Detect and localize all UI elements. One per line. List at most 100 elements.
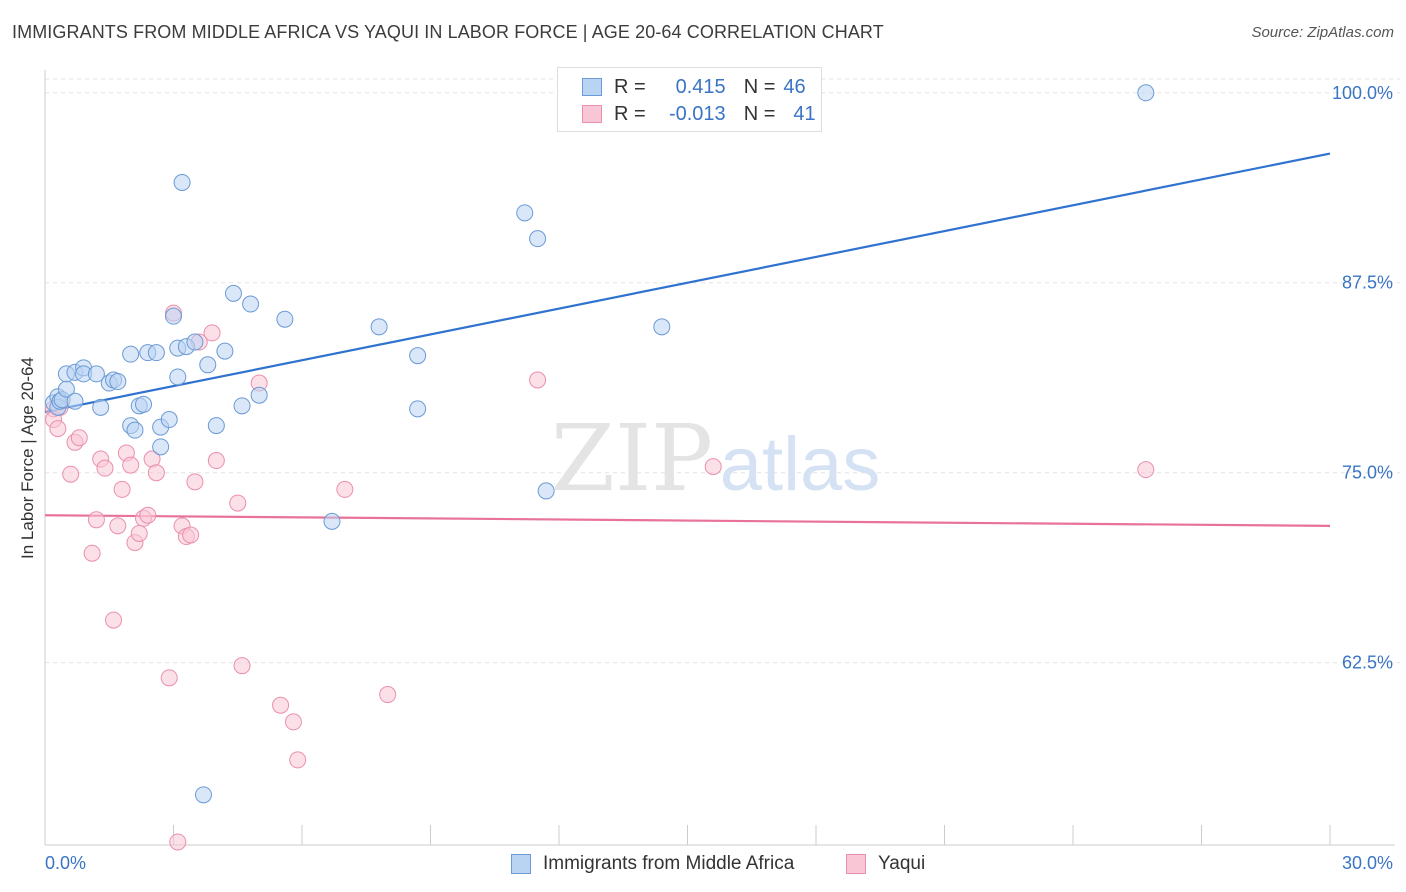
point-yaqui — [379, 686, 397, 704]
legend-n-label: N = — [743, 75, 776, 98]
point-yaqui — [169, 833, 187, 851]
point-middle-africa — [147, 344, 165, 362]
legend-item-middle-africa[interactable]: Immigrants from Middle Africa — [511, 853, 794, 875]
point-yaqui — [130, 524, 148, 542]
point-middle-africa — [109, 373, 127, 391]
legend-n-value: 41 — [793, 102, 816, 125]
point-middle-africa — [160, 411, 178, 429]
legend-series-name: Yaqui — [878, 853, 926, 874]
point-middle-africa — [409, 347, 427, 365]
y-tick-label: 62.5% — [1342, 653, 1393, 673]
point-yaqui — [160, 669, 178, 687]
legend-r-label: R = — [614, 102, 646, 125]
point-middle-africa — [87, 365, 105, 383]
point-yaqui — [207, 452, 225, 470]
point-yaqui — [83, 544, 101, 562]
x-tick-label: 30.0% — [1342, 853, 1393, 873]
legend-n-label: N = — [743, 102, 776, 125]
legend-row-pink: R = -0.013 N = 41 — [582, 101, 816, 127]
point-yaqui — [122, 456, 140, 474]
legend-series-name: Immigrants from Middle Africa — [543, 853, 795, 874]
point-middle-africa — [194, 786, 212, 804]
y-tick-label: 87.5% — [1342, 273, 1393, 293]
trend-lines — [44, 152, 1331, 527]
point-yaqui — [139, 506, 157, 524]
x-tick-label: 0.0% — [45, 853, 86, 873]
legend-swatch-pink — [582, 105, 602, 123]
y-tick-label: 100.0% — [1332, 83, 1393, 103]
point-middle-africa — [529, 230, 547, 248]
point-middle-africa — [370, 318, 388, 336]
watermark-zip: ZIP — [551, 405, 713, 512]
y-tick-label: 75.0% — [1342, 463, 1393, 483]
point-yaqui — [1137, 461, 1155, 479]
point-yaqui — [87, 511, 105, 529]
point-middle-africa — [516, 204, 534, 222]
point-yaqui — [704, 458, 722, 476]
point-middle-africa — [233, 397, 251, 415]
point-middle-africa — [276, 310, 294, 328]
chart-title: IMMIGRANTS FROM MIDDLE AFRICA VS YAQUI I… — [12, 22, 884, 42]
legend-n-value: 46 — [783, 75, 806, 98]
point-middle-africa — [224, 284, 242, 302]
point-yaqui — [182, 526, 200, 544]
point-yaqui — [113, 480, 131, 498]
legend-swatch-blue — [582, 78, 602, 96]
point-yaqui — [62, 465, 80, 483]
data-points — [45, 84, 1155, 851]
point-middle-africa — [199, 356, 217, 374]
point-yaqui — [96, 459, 114, 477]
point-yaqui — [233, 657, 251, 675]
point-middle-africa — [537, 482, 555, 500]
point-yaqui — [186, 473, 204, 491]
point-yaqui — [49, 420, 67, 438]
tick-labels: 62.5% 75.0% 87.5% 100.0% 0.0% 30.0% — [45, 83, 1393, 873]
point-yaqui — [272, 696, 290, 714]
point-middle-africa — [126, 421, 144, 439]
point-middle-africa — [186, 333, 204, 351]
point-middle-africa — [409, 400, 427, 418]
point-middle-africa — [169, 368, 187, 386]
legend-r-label: R = — [614, 75, 646, 98]
point-middle-africa — [653, 318, 671, 336]
legend-row-blue: R = 0.415 N = 46 — [582, 74, 806, 100]
watermark: ZIP atlas — [551, 405, 880, 512]
grid-lines — [45, 78, 1400, 664]
legend-r-value: -0.013 — [668, 102, 726, 125]
watermark-atlas: atlas — [720, 422, 881, 507]
axes — [44, 70, 1395, 846]
point-middle-africa — [207, 417, 225, 435]
point-middle-africa — [152, 438, 170, 456]
point-yaqui — [284, 713, 302, 731]
point-middle-africa — [242, 295, 260, 313]
point-middle-africa — [122, 345, 140, 363]
legend-item-yaqui[interactable]: Yaqui — [846, 853, 925, 875]
point-middle-africa — [250, 386, 268, 404]
point-middle-africa — [66, 392, 84, 410]
point-yaqui — [109, 517, 127, 535]
point-middle-africa — [135, 395, 153, 413]
point-yaqui — [70, 429, 88, 447]
point-yaqui — [289, 751, 307, 769]
point-middle-africa — [173, 173, 191, 191]
legend-r-value: 0.415 — [675, 75, 726, 98]
point-yaqui — [229, 494, 247, 512]
point-yaqui — [336, 480, 354, 498]
trend-line-yaqui — [44, 514, 1331, 527]
point-middle-africa — [323, 512, 341, 530]
point-yaqui — [105, 611, 123, 629]
point-yaqui — [529, 371, 547, 389]
legend-swatch-blue — [511, 854, 531, 874]
correlation-legend: R = 0.415 N = 46 R = -0.013 N = 41 — [557, 67, 822, 132]
point-middle-africa — [165, 307, 182, 325]
point-yaqui — [203, 324, 221, 342]
point-yaqui — [147, 464, 165, 482]
legend-swatch-pink — [846, 854, 866, 874]
point-middle-africa — [92, 398, 110, 416]
point-middle-africa — [1137, 84, 1155, 102]
series-legend: Immigrants from Middle Africa Yaqui — [0, 851, 1406, 877]
point-middle-africa — [216, 342, 234, 360]
source-credit: Source: ZipAtlas.com — [1251, 24, 1394, 41]
trend-line-middle-africa — [44, 152, 1331, 413]
